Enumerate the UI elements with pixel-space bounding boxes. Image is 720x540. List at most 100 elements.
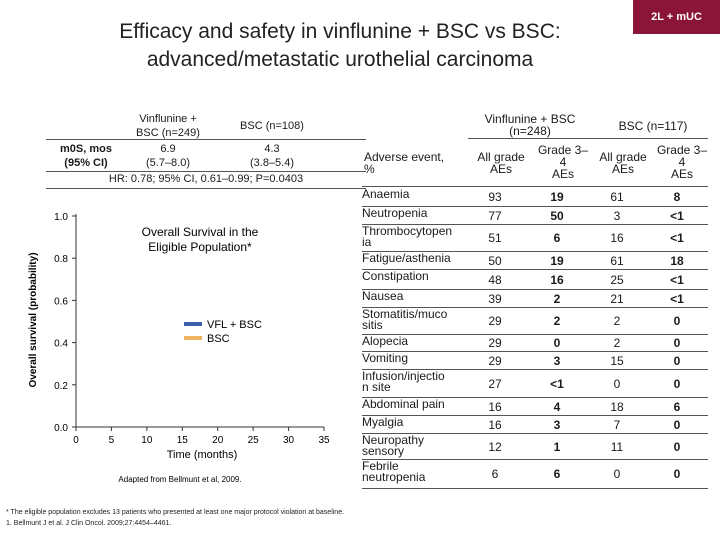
mos-col2-value-l2: (3.8–5.4) [249,157,295,169]
ae-row-value: 8 [673,190,681,204]
x-tick-label: 0 [73,435,79,446]
ae-vfl-header-l2: (n=248) [509,124,551,138]
x-tick-label: 35 [318,435,330,446]
mos-col1-header: Vinflunine + BSC (n=249) [118,112,218,140]
mos-col1-header-l1: Vinflunine + [139,113,197,125]
ae-row-value: 48 [488,272,502,287]
ae-row-rule [362,334,708,335]
ae-row-event-line: Stomatitis/muco [362,307,448,321]
ae-row-value: 3 [613,208,621,223]
ae-row-value: 0 [613,467,621,481]
footnote-eligibility: * The eligible population excludes 13 pa… [6,509,345,516]
ae-vfl-all-grade-l2: AEs [489,162,512,176]
ae-row-value: 0 [673,439,681,454]
ae-row-value: 16 [610,231,624,245]
ae-row-event-line: Neuropathy [362,433,425,447]
ae-row-event-line: Myalgia [362,415,404,429]
ae-row-value: 50 [550,208,564,223]
x-tick-label: 20 [212,435,224,446]
ae-row-value: 51 [488,231,502,245]
ae-vfl-grade34-l3: AEs [551,167,574,181]
mos-col1-value-l2: (5.7–8.0) [145,157,191,169]
ae-row-value: <1 [670,208,684,223]
mos-col2-header: BSC (n=108) [240,120,304,132]
ae-row-value: 19 [550,190,564,204]
ae-row-value: 0 [673,336,681,350]
ae-row-rule [362,251,708,252]
title-line-1: Efficacy and safety in vinflunine + BSC … [119,20,561,43]
ae-row-value: 6 [491,467,499,481]
mos-row-label: m0S, mos (95% CI) [46,142,126,170]
chart-title-line-1: Overall Survival in the [142,225,259,239]
mos-col1-value: 6.9 (5.7–8.0) [118,142,218,170]
ae-row-value: 12 [488,439,502,454]
y-tick-label: 0.8 [54,254,68,265]
ae-row-value: 19 [550,253,564,268]
ae-row-value: 0 [673,353,681,368]
mos-table-top-rule [46,139,366,140]
ae-row-event-line: Abdominal pain [362,397,445,411]
ae-row-value: 16 [488,399,502,414]
ae-row-rule [362,289,708,290]
ae-row-value: 2 [613,336,621,350]
ae-row-value: 18 [670,253,684,268]
ae-row-event-line: Vomiting [362,351,409,365]
ae-row-event-line: ia [362,235,372,249]
x-tick-label: 15 [177,435,189,446]
ae-row-value: 0 [553,336,561,350]
ae-vfl-header: Vinflunine + BSC (n=248) [468,113,592,137]
ae-vfl-grade34-l1: Grade 3– [537,143,589,157]
x-axis-label: Time (months) [167,449,238,461]
ae-bsc-grade34-l3: AEs [670,167,693,181]
ae-row-value: 0 [613,376,621,391]
ae-row-value: <1 [670,231,684,245]
ae-row-event-line: sitis [362,318,383,332]
ae-row-value: 2 [613,314,621,328]
ae-row-event: Neuropathy sensory [362,433,474,458]
ae-row-value: 2 [553,314,561,328]
ae-row-rule [362,269,708,270]
ae-row-rule [362,415,708,416]
slide-title: Efficacy and safety in vinflunine + BSC … [60,18,620,74]
ae-row-value: 0 [673,376,681,391]
ae-row-value: 1 [553,439,561,454]
ae-row-value: 39 [488,291,502,306]
ae-bsc-all-grade-header: All grade AEs [592,151,654,175]
ae-row-event: Nausea [362,290,474,302]
ae-row-value: 4 [553,399,561,414]
mos-table-mid-rule [46,171,366,172]
ae-row-event: Fatigue/asthenia [362,252,474,264]
ae-row-value: 6 [553,231,561,245]
ae-row-event-line: Infusion/injectio [362,369,445,383]
mos-col2-value-l1: 4.3 [264,143,280,155]
ae-row-event: Vomiting [362,351,474,365]
ae-vfl-all-grade-l1: All grade [477,150,525,164]
y-tick-label: 0.6 [54,296,68,307]
ae-bsc-grade34-header: Grade 3– 4 AEs [652,144,712,180]
ae-row-value: 6 [553,467,561,481]
x-tick-label: 10 [141,435,153,446]
ae-vfl-all-grade-header: All grade AEs [470,151,532,175]
chart-title-line-2: Eligible Population* [148,240,252,254]
ae-row-rule [362,433,708,434]
ae-row-value: 0 [673,417,681,432]
ae-row-event: Myalgia [362,415,474,429]
ae-row-event: Febrile neutropenia [362,460,474,483]
ae-row-value: 16 [550,272,564,287]
y-tick-label: 0.4 [54,339,68,350]
hazard-ratio: HR: 0.78; 95% CI, 0.61–0.99; P=0.0403 [108,173,304,185]
ae-row-value: 77 [488,208,502,223]
y-axis-label: Overall survival (probability) [28,252,39,387]
mos-row-label-l2: (95% CI) [64,157,108,169]
ae-row-event-line: sensory [362,444,405,458]
ae-row-value: 3 [553,417,561,432]
ae-row-rule [362,307,708,308]
ae-row-value: 0 [673,314,681,328]
ae-row-value: 61 [610,253,624,268]
legend-label-vfl: VFL + BSC [207,319,262,331]
ae-row-value: 18 [610,399,624,414]
ae-vfl-grade34-header: Grade 3– 4 AEs [532,144,594,180]
ae-row-value: 27 [488,376,502,391]
ae-row-value: 50 [488,253,502,268]
ae-row-value: 2 [553,291,561,306]
